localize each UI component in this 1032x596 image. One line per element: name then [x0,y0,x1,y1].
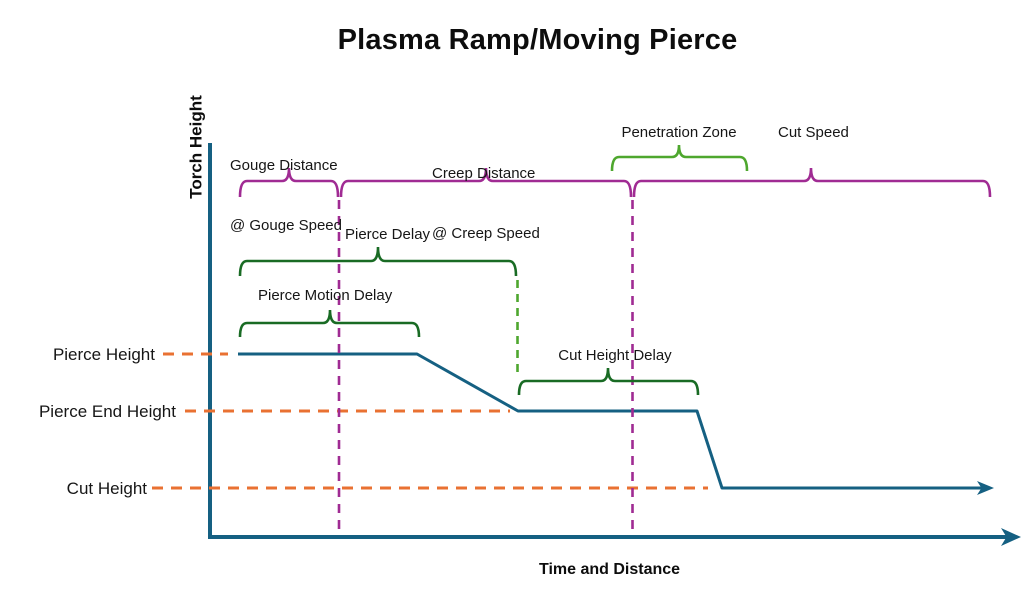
creep-distance-brace [339,167,633,198]
y-axis-label: Torch Height [186,95,206,199]
gouge-distance-label-line1: Gouge Distance [230,157,338,174]
gouge-distance-label: Gouge Distance @ Gouge Speed [230,116,342,276]
pierce-delay-label: Pierce Delay [345,226,431,243]
penetration-zone-label: Penetration Zone [621,124,737,141]
creep-distance-label-line2: @ Creep Speed [432,225,540,242]
cut-height-label: Cut Height [66,479,147,498]
cut-speed-brace [632,167,992,198]
gouge-distance-brace [238,167,340,198]
pierce-motion-delay-label: Pierce Motion Delay [258,287,393,304]
torch-height-profile-line [238,352,982,490]
x-axis-arrow-icon [1001,528,1021,546]
pierce-end-height-label: Pierce End Height [38,402,176,421]
creep-distance-label-line1: Creep Distance [432,165,536,182]
pierce-height-label: Pierce Height [52,345,155,364]
pierce-motion-delay-brace [238,309,421,338]
gouge-distance-label-line2: @ Gouge Speed [230,217,342,234]
creep-distance-label: Creep Distance @ Creep Speed [432,124,540,284]
x-axis-label: Time and Distance [538,561,681,578]
penetration-zone-brace [610,144,749,172]
profile-arrow-icon [977,481,994,495]
page-title: Plasma Ramp/Moving Pierce [337,24,738,56]
cut-speed-label: Cut Speed [778,124,849,141]
cut-height-delay-label: Cut Height Delay [558,347,672,364]
pierce-delay-brace [238,246,518,277]
cut-height-delay-brace [517,367,700,396]
